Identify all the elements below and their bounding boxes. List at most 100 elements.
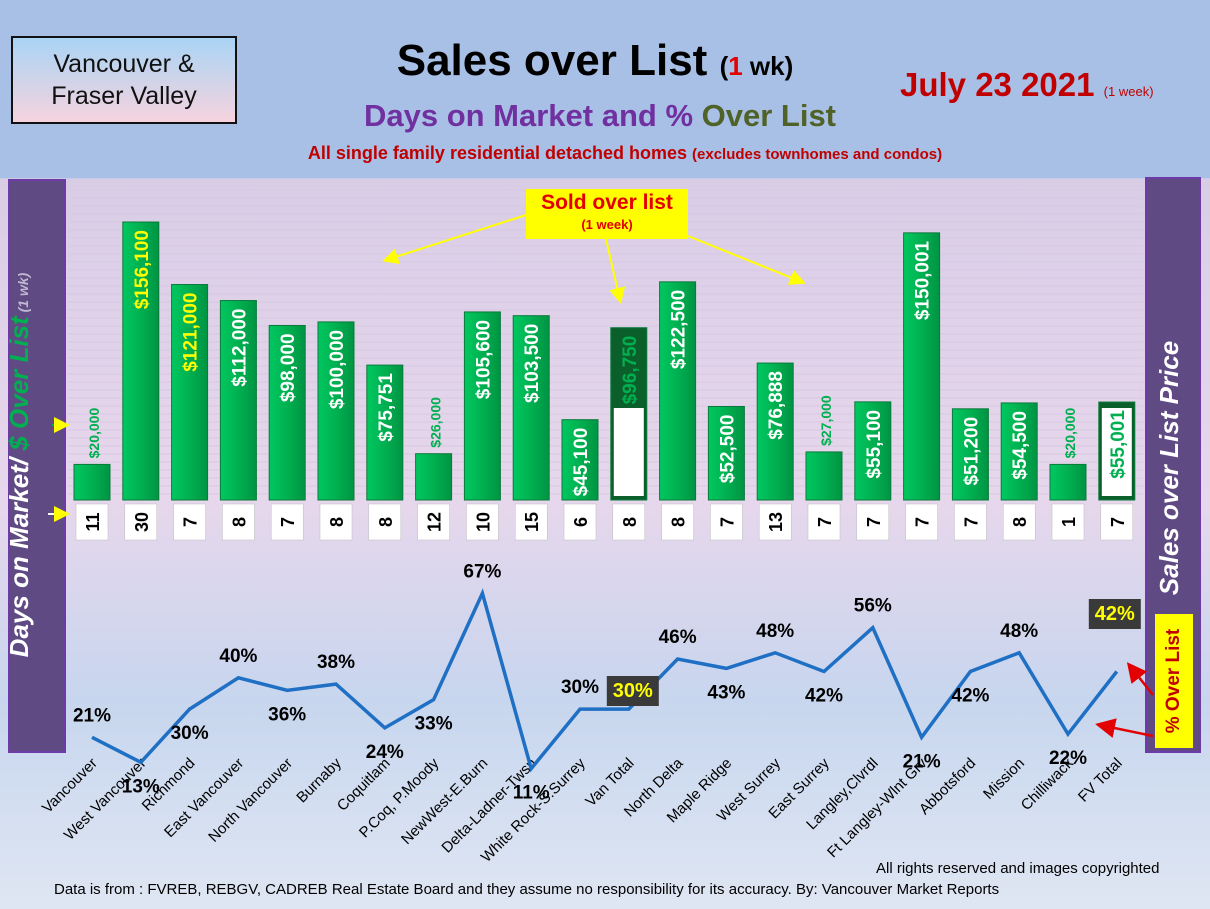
bar-value-label-14: $76,888	[766, 371, 787, 440]
bar-14	[756, 362, 794, 501]
pct-label-18: 42%	[951, 686, 989, 707]
bar-0	[73, 463, 111, 501]
bar-value-label-6: $75,751	[376, 373, 397, 442]
dom-label-21: 7	[1108, 517, 1128, 527]
description-main: All single family residential detached h…	[307, 143, 693, 163]
source-note: Data is from : FVREB, REBGV, CADREB Real…	[54, 881, 1000, 898]
pct-label-21: 42%	[1095, 603, 1135, 625]
dom-label-9: 15	[522, 512, 542, 532]
region-box: Vancouver & Fraser Valley	[11, 36, 237, 124]
bar-6	[366, 364, 404, 501]
sold-over-list-callout: Sold over list (1 week)	[526, 189, 688, 239]
bar-12	[659, 281, 697, 501]
dom-label-4: 7	[278, 517, 298, 527]
dom-box-0	[75, 503, 109, 541]
dom-box-19	[1002, 503, 1036, 541]
pct-label-8: 67%	[463, 561, 501, 582]
pct-highlight-box-11	[606, 676, 659, 706]
dom-box-21	[1100, 503, 1134, 541]
bar-4	[268, 324, 306, 501]
pct-label-4: 36%	[268, 704, 306, 725]
dom-label-2: 7	[181, 517, 201, 527]
title-main: Sales over List	[396, 36, 708, 85]
subtitle-part-1: Days on Market and %	[363, 98, 702, 133]
bar-value-label-15: $27,000	[818, 395, 834, 446]
date-period: (1 week)	[1103, 84, 1154, 99]
bar-value-label-20: $20,000	[1062, 408, 1078, 459]
pct-label-7: 33%	[415, 714, 453, 735]
bar-16	[854, 401, 892, 501]
dom-box-8	[466, 503, 499, 541]
dom-box-17	[905, 503, 938, 541]
dom-label-10: 6	[571, 517, 591, 527]
dom-label-14: 13	[766, 512, 786, 532]
bar-value-label-2: $121,000	[181, 293, 202, 372]
bar-18	[951, 408, 989, 501]
pct-label-17: 21%	[903, 751, 941, 772]
dom-label-8: 10	[473, 512, 493, 532]
callout-arrow-down	[605, 238, 626, 304]
bar-value-label-16: $55,100	[864, 410, 885, 479]
category-label-8: NewWest-E.Burn	[398, 755, 491, 848]
pct-highlight-box-21	[1088, 599, 1141, 629]
bar-value-label-0: $20,000	[86, 408, 102, 459]
dom-box-3	[222, 503, 255, 541]
dom-box-14	[758, 503, 792, 541]
description-small: (excludes townhomes and condos)	[692, 146, 943, 163]
bar-3	[219, 300, 257, 501]
dom-box-10	[563, 503, 597, 541]
callout-line-1: Sold over list	[541, 191, 673, 214]
pct-label-15: 42%	[805, 686, 843, 707]
dom-label-0: 11	[83, 512, 103, 531]
bar-value-label-21: $55,001	[1108, 410, 1129, 479]
bar-20	[1049, 463, 1087, 501]
pct-label-9: 11%	[513, 783, 550, 804]
pct-over-list-box: % Over List	[1155, 614, 1193, 748]
pct-arrow-left	[1095, 718, 1154, 738]
pct-arrow-up	[1126, 662, 1154, 696]
dom-box-4	[270, 503, 304, 541]
dom-box-2	[173, 503, 206, 541]
bar-5	[317, 321, 355, 501]
bar-1	[122, 221, 160, 501]
bar-7	[415, 453, 453, 501]
pct-label-20: 22%	[1049, 748, 1087, 769]
region-line-1: Vancouver &	[53, 50, 195, 78]
copyright-note: All rights reserved and images copyright…	[876, 860, 1160, 877]
dom-label-17: 7	[913, 517, 933, 527]
bar-2	[171, 284, 209, 501]
bar-value-label-1: $156,100	[132, 230, 153, 309]
category-label-19: Mission	[980, 755, 1028, 803]
bar-value-label-10: $45,100	[571, 428, 592, 497]
dom-label-1: 30	[132, 512, 152, 532]
dom-box-6	[368, 503, 402, 541]
bar-value-label-18: $51,200	[961, 417, 982, 486]
bar-value-label-11: $96,750	[620, 336, 641, 405]
bar-value-label-17: $150,001	[913, 240, 934, 320]
pct-label-1: 13%	[122, 776, 160, 797]
pct-label-11: 30%	[613, 680, 653, 702]
dom-label-7: 12	[425, 512, 445, 532]
right-axis-panel	[1145, 177, 1201, 753]
bar-value-label-13: $52,500	[717, 415, 738, 484]
bar-value-box-11	[613, 408, 644, 496]
pct-label-3: 40%	[219, 646, 257, 667]
dom-label-6: 8	[376, 517, 396, 527]
dom-label-16: 7	[864, 517, 884, 527]
category-label-4: North Vancouver	[205, 755, 296, 846]
pct-label-14: 48%	[756, 621, 794, 642]
pct-label-16: 56%	[854, 596, 892, 617]
pct-label-0: 21%	[73, 705, 111, 726]
title-paren: (1 wk)	[720, 51, 794, 81]
bar-10	[561, 419, 599, 501]
date-value: July 23 2021	[900, 66, 1095, 103]
bar-8	[463, 311, 501, 501]
bar-13	[707, 406, 745, 501]
bar-value-box-21	[1101, 408, 1132, 496]
pct-label-19: 48%	[1000, 621, 1038, 642]
dom-label-19: 8	[1010, 517, 1030, 527]
dom-box-13	[710, 503, 743, 541]
chart-subtitle: Days on Market and % Over List	[270, 98, 930, 134]
region-line-2: Fraser Valley	[51, 82, 197, 110]
dom-box-20	[1051, 503, 1085, 541]
